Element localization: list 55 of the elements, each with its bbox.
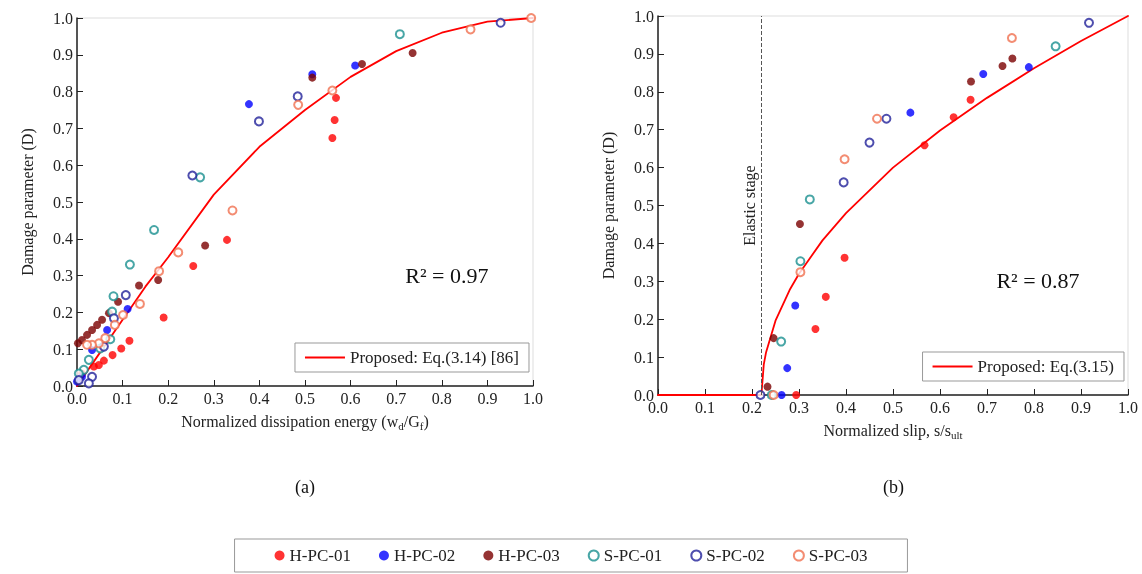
legend-label: S-PC-02 [706, 546, 765, 565]
x-tick-label: 0.9 [1071, 398, 1091, 416]
y-tick-label: 0.5 [634, 197, 654, 214]
y-tick-label: 0.2 [634, 310, 654, 328]
legend-label: H-PC-03 [498, 546, 560, 565]
y-tick-label: 0.8 [53, 83, 73, 101]
y-tick-label: 0.4 [634, 234, 654, 252]
x-tick-label: 0.1 [695, 398, 715, 416]
text: (b) [883, 477, 904, 498]
x-tick-label: 1.0 [1118, 398, 1138, 416]
x-tick-label: 1.0 [523, 389, 543, 407]
y-tick-label: 0.4 [53, 230, 73, 248]
y-tick-label: 0.8 [634, 83, 654, 101]
legend-label: S-PC-03 [808, 546, 868, 565]
y-tick-label: 0.1 [53, 340, 73, 358]
y-tick-label: 1.0 [634, 7, 654, 25]
x-tick-label: 0.6 [340, 389, 361, 407]
x-tick-label: 0.8 [431, 389, 452, 407]
y-tick-label: 0.2 [53, 303, 73, 321]
text: (a) [295, 477, 315, 498]
y-tick-label: 0.5 [53, 193, 73, 211]
legend-label: H-PC-01 [289, 546, 351, 565]
y-tick-label: 1.0 [53, 9, 73, 27]
legend-label: S-PC-01 [603, 546, 663, 565]
y-tick-label: 0.3 [634, 272, 654, 290]
y-tick-label: 0.7 [634, 121, 654, 139]
x-tick-label: 0.5 [295, 389, 315, 407]
x-tick-label: 0.7 [977, 398, 997, 416]
annotation: R² = 0.87 [996, 268, 1080, 294]
x-tick-label: 0.3 [789, 398, 809, 416]
x-tick-label: 0.2 [158, 389, 179, 407]
x-tick-label: 0.9 [477, 389, 498, 407]
x-tick-label: 0.6 [930, 398, 950, 416]
y-tick-label: 0.7 [53, 119, 73, 137]
y-tick-label: 0.9 [634, 45, 654, 63]
x-tick-label: 0.2 [742, 398, 762, 416]
legend-label: H-PC-02 [393, 546, 456, 565]
legend-label: Proposed: Eq.(3.15) [977, 357, 1115, 376]
y-axis-title: Damage parameter (D) [18, 128, 37, 276]
x-tick-label: 0.8 [1024, 398, 1044, 416]
y-tick-label: 0.6 [634, 159, 654, 177]
x-tick-label: 0.7 [386, 389, 407, 407]
legend-label: Proposed: Eq.(3.14) [86] [349, 348, 519, 367]
y-tick-label: 0.6 [53, 156, 73, 174]
x-tick-label: 0.4 [836, 398, 856, 416]
x-tick-label: 0.5 [883, 398, 903, 416]
y-tick-label: 0.1 [634, 348, 654, 366]
x-tick-label: 0.3 [203, 389, 224, 407]
y-tick-label: 0.9 [53, 46, 73, 64]
y-tick-label: 0.3 [53, 267, 73, 285]
annotation: R² = 0.97 [405, 263, 489, 289]
ref-line-label: Elastic stage [740, 165, 759, 246]
y-axis-title: Damage parameter (D) [599, 131, 618, 280]
x-tick-label: 0.4 [249, 389, 270, 407]
x-tick-label: 0.1 [112, 389, 133, 407]
